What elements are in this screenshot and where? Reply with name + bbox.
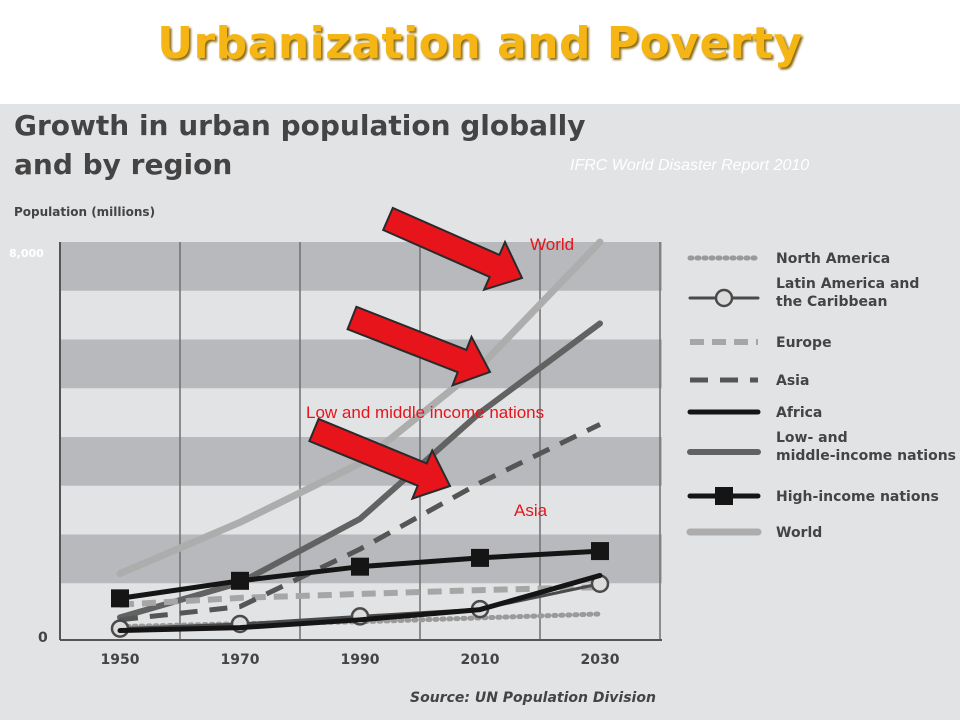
annotation-asia: Asia: [514, 501, 548, 520]
slide-title: Urbanization and Poverty: [157, 18, 803, 69]
series-line-europe: [119, 584, 601, 608]
y-tick-8000: 8,000: [9, 247, 44, 260]
gridline-band: [60, 339, 662, 389]
legend-label-latin-america-and-the-caribbean: Latin America and the Caribbean: [776, 276, 919, 310]
data-point-high-income-nations: [471, 548, 489, 567]
annotation-arrow: [381, 206, 524, 292]
legend-label-high-income-nations: High-income nations: [776, 489, 939, 505]
legend-label-north-america: North America: [776, 251, 890, 267]
legend-marker-latin-america-and-the-caribbean: [714, 288, 734, 308]
annotation-low-middle-income: Low and middle income nations: [306, 403, 544, 422]
legend-marker-high-income-nations: [715, 487, 733, 505]
series-line-low-and-middle-income-nations: [117, 320, 603, 621]
figure-title-line2: and by region: [14, 148, 232, 181]
x-tick-label: 1970: [221, 652, 260, 668]
series-line-world: [116, 238, 604, 577]
series-layer: [110, 238, 610, 638]
x-tick-labels: 1950 1970 1990 2010 2030: [101, 652, 620, 668]
axes: [59, 242, 662, 641]
source-note: Source: UN Population Division: [410, 690, 656, 706]
data-point-high-income-nations: [231, 571, 249, 590]
legend-label-world: World: [776, 525, 822, 541]
figure-title-line1: Growth in urban population globally: [14, 109, 586, 142]
data-point-high-income-nations: [591, 542, 609, 561]
x-tick-label: 2030: [581, 652, 620, 668]
x-tick-label: 1990: [341, 652, 380, 668]
series-line-asia: [119, 422, 602, 623]
annotation-arrow: [308, 417, 452, 501]
data-point-high-income-nations: [351, 557, 369, 576]
x-tick-label: 2010: [461, 652, 500, 668]
data-point-high-income-nations: [111, 589, 129, 608]
legend-label-low-and-middle-income-nations: Low- and middle-income nations: [776, 430, 956, 464]
annotation-arrows: [308, 206, 524, 501]
legend-label-europe: Europe: [776, 335, 832, 351]
annotation-world: World: [530, 235, 574, 254]
x-tick-label: 1950: [101, 652, 140, 668]
y-tick-0: 0: [38, 630, 48, 646]
legend: North America Latin America and the Caribb…: [686, 251, 956, 541]
legend-label-asia: Asia: [776, 373, 809, 389]
annotation-arrow: [346, 305, 492, 387]
credit-note: IFRC World Disaster Report 2010: [570, 157, 809, 174]
legend-label-africa: Africa: [776, 405, 822, 421]
y-axis-label: Population (millions): [14, 205, 155, 219]
series-line-africa: [117, 572, 603, 634]
